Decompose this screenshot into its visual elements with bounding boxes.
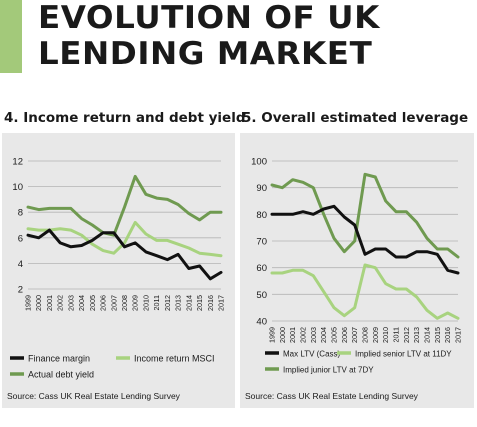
x-tick-label: 2005 — [330, 327, 339, 343]
legend-label: Implied senior LTV at 11DY — [355, 350, 452, 359]
x-tick-label: 2014 — [423, 327, 432, 343]
series-line-2 — [270, 172, 460, 259]
x-tick-label: 2008 — [361, 327, 370, 343]
y-tick-label: 100 — [251, 157, 267, 168]
source-note-income-return: Source: Cass UK Real Estate Lending Surv… — [7, 391, 180, 401]
chart-title-leverage: 5. Overall estimated leverage — [242, 110, 469, 126]
x-tick-label: 2013 — [174, 295, 183, 311]
source-note-leverage: Source: Cass UK Real Estate Lending Surv… — [245, 391, 418, 401]
x-tick-label: 2015 — [433, 327, 442, 343]
legend-label: Implied junior LTV at 7DY — [283, 366, 374, 375]
page-title-line-2: LENDING MARKET — [38, 36, 373, 72]
x-tick-label: 2016 — [206, 295, 215, 311]
x-tick-label: 2007 — [350, 327, 359, 343]
y-tick-label: 6 — [18, 233, 23, 244]
series-line-0 — [26, 228, 223, 281]
x-tick-label: 2000 — [34, 295, 43, 311]
y-tick-label: 4 — [18, 259, 23, 270]
chart-panel-leverage: 40 50 60 70 80 90 100 1999 2000 2001 2002 2003 2004 2… — [240, 133, 474, 408]
x-tick-label: 2010 — [381, 327, 390, 343]
y-tick-label: 90 — [256, 183, 267, 194]
y-tick-label: 10 — [12, 182, 23, 193]
legend-item: Income return MSCI — [116, 354, 215, 364]
page-title-line-1: EVOLUTION OF UK — [38, 0, 380, 36]
x-tick-label: 2006 — [340, 327, 349, 343]
x-tick-label: 2000 — [278, 327, 287, 343]
series-line-1 — [270, 263, 460, 320]
y-tick-label: 12 — [12, 157, 23, 168]
legend-label: Income return MSCI — [134, 354, 215, 364]
x-tick-label: 2017 — [217, 295, 226, 311]
legend-label: Actual debt yield — [28, 370, 94, 380]
chart-title-income-return: 4. Income return and debt yield — [4, 110, 246, 126]
y-tick-label: 70 — [256, 237, 267, 248]
x-tick-label: 2003 — [66, 295, 75, 311]
x-tick-label: 2009 — [131, 295, 140, 311]
x-tick-label: 2012 — [163, 295, 172, 311]
x-tick-label: 1999 — [268, 327, 277, 343]
x-tick-label: 2001 — [288, 327, 297, 343]
legend-label: Finance margin — [28, 354, 90, 364]
legend-item: Implied junior LTV at 7DY — [265, 366, 374, 375]
x-tick-label: 2008 — [120, 295, 129, 311]
x-tick-label: 2004 — [77, 295, 86, 311]
y-tick-label: 60 — [256, 263, 267, 274]
x-tick-label: 2004 — [319, 327, 328, 343]
x-tick-label: 2001 — [45, 295, 54, 311]
x-tick-label: 1999 — [24, 295, 33, 311]
legend-item: Actual debt yield — [10, 370, 94, 380]
x-tick-label: 2002 — [299, 327, 308, 343]
legend-item: Implied senior LTV at 11DY — [337, 350, 452, 359]
x-tick-label: 2011 — [152, 295, 161, 310]
x-tick-label: 2012 — [402, 327, 411, 343]
y-tick-label: 40 — [256, 317, 267, 328]
x-tick-label: 2013 — [412, 327, 421, 343]
y-tick-label: 80 — [256, 210, 267, 221]
x-tick-label: 2005 — [88, 295, 97, 311]
x-tick-label: 2015 — [195, 295, 204, 311]
x-tick-label: 2002 — [56, 295, 65, 311]
y-tick-label: 2 — [18, 285, 23, 296]
x-tick-label: 2009 — [371, 327, 380, 343]
chart-panel-income-return: 2 4 6 8 10 12 1999 2000 2001 2002 2003 2004 2005 2006… — [2, 133, 235, 408]
x-tick-label: 2016 — [443, 327, 452, 343]
x-tick-label: 2003 — [309, 327, 318, 343]
chart-income-return: 2 4 6 8 10 12 1999 2000 2001 2002 2003 2004 2005 2006… — [10, 157, 226, 380]
x-tick-label: 2014 — [184, 295, 193, 311]
y-tick-label: 8 — [18, 208, 23, 219]
x-tick-label: 2011 — [392, 327, 401, 342]
page-title: EVOLUTION OF UK LENDING MARKET — [38, 0, 380, 72]
x-tick-label: 2010 — [141, 295, 150, 311]
y-tick-label: 50 — [256, 290, 267, 301]
series-line-2 — [26, 174, 223, 237]
x-tick-label: 2017 — [454, 327, 463, 343]
x-tick-label: 2006 — [99, 295, 108, 311]
series-line-1 — [26, 220, 223, 258]
legend-item: Finance margin — [10, 354, 90, 364]
legend-label: Max LTV (Cass) — [283, 350, 341, 359]
accent-bar — [0, 0, 22, 73]
x-tick-label: 2007 — [109, 295, 118, 311]
legend-item: Max LTV (Cass) — [265, 350, 341, 359]
series-line-0 — [270, 204, 460, 275]
